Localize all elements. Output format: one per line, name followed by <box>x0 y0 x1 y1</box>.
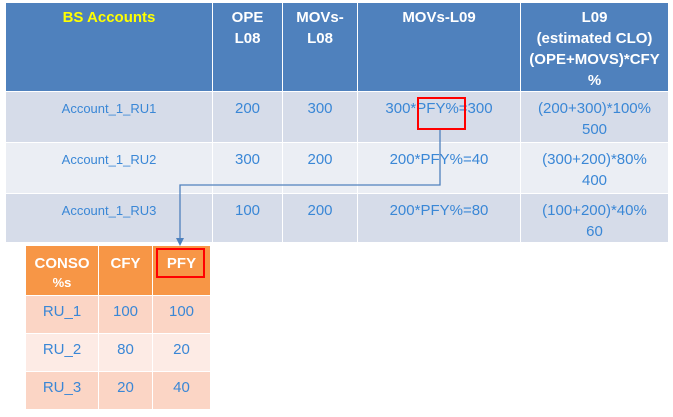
header-bs-accounts: BS Accounts <box>5 2 213 92</box>
l09-cell: (200+300)*100% 500 <box>520 91 669 143</box>
table-row: RU_1 100 100 <box>25 295 211 334</box>
l09-value: 500 <box>581 121 608 138</box>
account-name-cell: Account_1_RU2 <box>5 142 213 194</box>
movs-l09-cell: 200*PFY%=80 <box>357 193 521 243</box>
account-name-cell: Account_1_RU1 <box>5 91 213 143</box>
cfy-cell: 80 <box>98 333 153 372</box>
table-row: Account_1_RU1 200 300 300*PFY%=300 (200+… <box>5 91 669 143</box>
bs-accounts-table: BS Accounts OPE L08 MOVs- L08 MOVs-L09 L09… <box>5 2 669 243</box>
conso-percent-table: CONSO %s CFY PFY RU_1 100 100 RU_2 80 20 … <box>25 245 211 410</box>
header-pfy: PFY <box>152 245 211 296</box>
account-name-cell: Account_1_RU3 <box>5 193 213 243</box>
l09-cell: (300+200)*80% 400 <box>520 142 669 194</box>
ru-cell: RU_2 <box>25 333 99 372</box>
table-row: RU_3 20 40 <box>25 371 211 410</box>
movs-l09-cell: 200*PFY%=40 <box>357 142 521 194</box>
table-row: RU_2 80 20 <box>25 333 211 372</box>
table-row: Account_1_RU3 100 200 200*PFY%=80 (100+2… <box>5 193 669 243</box>
l09-formula: (300+200)*80% <box>542 151 647 168</box>
header-cfy: CFY <box>98 245 153 296</box>
ru-cell: RU_3 <box>25 371 99 410</box>
ope-cell: 200 <box>212 91 283 143</box>
header-ope-l08: OPE L08 <box>212 2 283 92</box>
header-movs-l09: MOVs-L09 <box>357 2 521 92</box>
table-row: Account_1_RU2 300 200 200*PFY%=40 (300+2… <box>5 142 669 194</box>
movs-cell: 200 <box>282 142 358 194</box>
conso-header-row: CONSO %s CFY PFY <box>25 245 211 296</box>
l09-cell: (100+200)*40% 60 <box>520 193 669 243</box>
header-movs-l08: MOVs- L08 <box>282 2 358 92</box>
header-conso: CONSO %s <box>25 245 99 296</box>
pfy-cell: 20 <box>152 333 211 372</box>
l09-value: 400 <box>581 172 608 189</box>
pfy-cell: 40 <box>152 371 211 410</box>
l09-formula: (100+200)*40% <box>542 202 647 219</box>
movs-cell: 300 <box>282 91 358 143</box>
pfy-header-highlight <box>156 248 205 278</box>
cfy-cell: 20 <box>98 371 153 410</box>
pfy-formula-highlight <box>417 97 466 130</box>
cfy-cell: 100 <box>98 295 153 334</box>
l09-value: 60 <box>586 223 603 240</box>
movs-cell: 200 <box>282 193 358 243</box>
l09-formula: (200+300)*100% <box>537 100 651 117</box>
ope-cell: 100 <box>212 193 283 243</box>
ope-cell: 300 <box>212 142 283 194</box>
pfy-cell: 100 <box>152 295 211 334</box>
accounts-header-row: BS Accounts OPE L08 MOVs- L08 MOVs-L09 L09… <box>5 2 669 92</box>
header-l09: L09 (estimated CLO) (OPE+MOVS)*CFY% <box>520 2 669 92</box>
ru-cell: RU_1 <box>25 295 99 334</box>
